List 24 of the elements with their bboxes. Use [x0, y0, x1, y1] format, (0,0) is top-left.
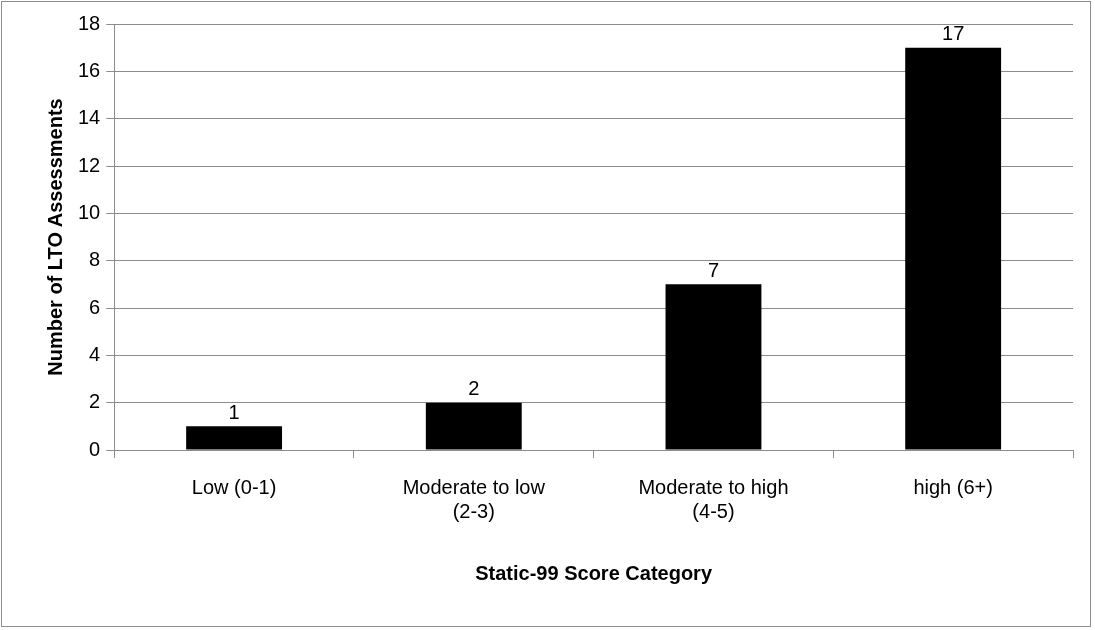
x-tick-label: Low (0-1) — [191, 475, 277, 498]
bar — [425, 402, 522, 450]
x-axis-title: Static-99 Score Category — [475, 561, 713, 584]
y-axis-title: Number of LTO Assessments — [43, 98, 66, 376]
y-tick-label: 8 — [89, 248, 101, 271]
bar — [665, 284, 762, 450]
x-tick-label: Moderate to low (2-3) — [402, 475, 546, 522]
y-tick-label: 0 — [89, 437, 101, 460]
bar — [905, 47, 1002, 450]
x-tick-label: Moderate to high (4-5) — [638, 475, 789, 522]
y-tick-label: 10 — [78, 200, 101, 223]
y-tick-label: 6 — [89, 295, 101, 318]
y-tick-label: 18 — [78, 11, 101, 34]
y-tick-label: 16 — [78, 58, 101, 81]
data-label: 17 — [942, 22, 965, 45]
bar — [186, 426, 283, 450]
data-label: 2 — [468, 377, 480, 400]
data-label: 1 — [228, 400, 240, 423]
y-tick-label: 12 — [78, 153, 101, 176]
y-tick-label: 14 — [78, 106, 101, 129]
y-tick-label: 4 — [89, 342, 101, 365]
x-tick-label: high (6+) — [913, 475, 993, 498]
data-label: 7 — [707, 258, 720, 281]
y-tick-label: 2 — [89, 390, 101, 413]
